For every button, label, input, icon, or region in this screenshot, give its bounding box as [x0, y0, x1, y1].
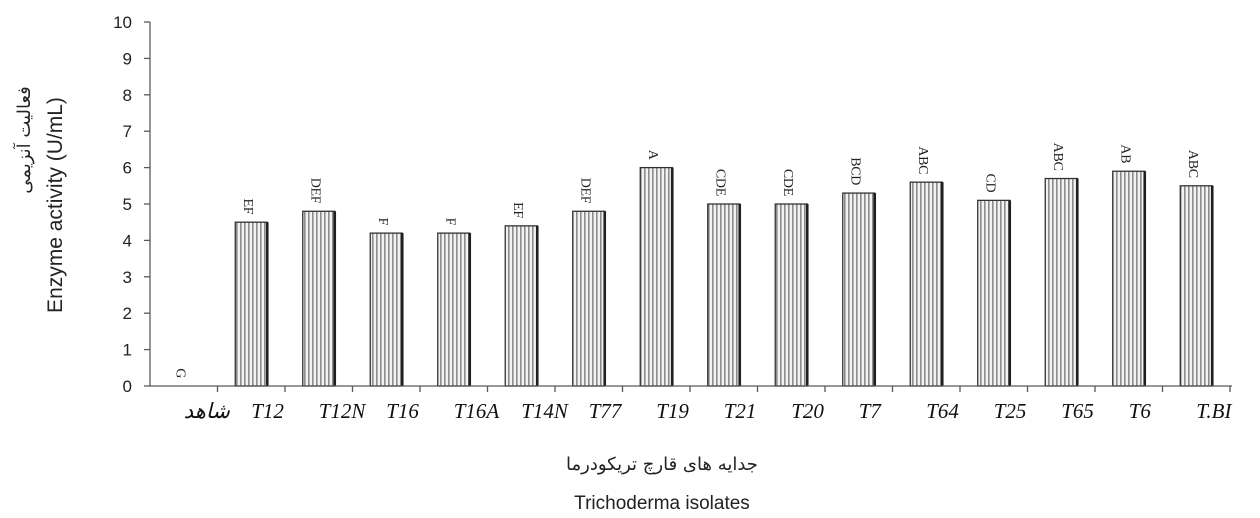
bar	[977, 199, 1012, 387]
x-tick-label: T65	[1061, 399, 1094, 423]
significance-label: AB	[1117, 144, 1132, 163]
significance-label: ABC	[1185, 150, 1200, 178]
y-tick-label: 10	[113, 13, 132, 32]
x-tick-label: T12N	[319, 399, 367, 423]
significance-label: EF	[240, 198, 255, 214]
bar	[504, 225, 539, 387]
x-tick-label: T16	[386, 399, 419, 423]
x-tick-label: T64	[926, 399, 959, 423]
bar-body	[707, 203, 741, 387]
x-tick-labels: شاهد T12 T12N T16 T16A T14N T77 T19 T21 T20 T7 T64 T…	[184, 399, 1233, 423]
y-axis-ticks: 0 1 2 3 4 5 6 7 8 9 10	[113, 13, 150, 396]
bar	[437, 232, 472, 387]
bar-body	[437, 232, 471, 387]
bar	[774, 203, 809, 387]
bar-body	[234, 221, 268, 387]
x-tick-label: T77	[589, 399, 623, 423]
x-tick-label: T12	[251, 399, 284, 423]
bar-body	[302, 210, 336, 387]
significance-label: G	[172, 368, 187, 378]
x-tick-label: T6	[1129, 399, 1152, 423]
y-tick-label: 6	[123, 159, 132, 178]
y-tick-label: 8	[123, 86, 132, 105]
bar-body	[977, 199, 1011, 387]
significance-label: CDE	[780, 169, 795, 196]
bar	[707, 203, 742, 387]
bar	[639, 166, 674, 387]
y-tick-label: 1	[123, 341, 132, 360]
significance-label: DEF	[577, 178, 592, 204]
y-tick-label: 7	[123, 122, 132, 141]
x-axis-ticks	[216, 386, 1231, 392]
significance-label: EF	[510, 202, 525, 218]
significance-label: CDE	[712, 169, 727, 196]
x-tick-label: T.BI	[1196, 399, 1232, 423]
significance-label: ABC	[1050, 143, 1065, 171]
bars-group	[234, 166, 1214, 387]
bar-body	[1044, 177, 1078, 387]
significance-label: BCD	[847, 157, 862, 185]
x-tick-label: T25	[994, 399, 1027, 423]
y-tick-label: 2	[123, 304, 132, 323]
x-axis-title-persian: جدایه های قارچ تریکودرما	[566, 454, 758, 476]
significance-label: DEF	[307, 178, 322, 204]
bar-body	[842, 192, 876, 387]
bar-body	[639, 166, 673, 387]
x-tick-label: T16A	[454, 399, 500, 423]
y-tick-label: 3	[123, 268, 132, 287]
bar-body	[369, 232, 403, 387]
significance-label: F	[442, 218, 457, 226]
y-tick-label: 0	[123, 377, 132, 396]
bar-body	[1179, 185, 1213, 387]
x-tick-label: T19	[656, 399, 689, 423]
x-tick-label: T7	[859, 399, 883, 423]
bar-body	[504, 225, 538, 387]
bar-body	[572, 210, 606, 387]
bar	[302, 210, 337, 387]
bar	[234, 221, 269, 387]
y-tick-label: 9	[123, 49, 132, 68]
x-tick-label: T20	[791, 399, 824, 423]
bar	[572, 210, 607, 387]
bar	[369, 232, 404, 387]
significance-labels: G EF DEF F F EF DEF A CDE CDE BCD ABC CD ABC AB ABC	[172, 143, 1200, 379]
y-tick-label: 5	[123, 195, 132, 214]
significance-label: F	[375, 218, 390, 226]
bar-body	[909, 181, 943, 387]
x-tick-label: T21	[724, 399, 757, 423]
significance-label: ABC	[915, 146, 930, 174]
x-tick-label: T14N	[521, 399, 569, 423]
significance-label: CD	[982, 174, 997, 193]
y-tick-label: 4	[123, 231, 132, 250]
bar	[1179, 185, 1214, 387]
bar	[1044, 177, 1079, 387]
bar-body	[1112, 170, 1146, 387]
bar	[842, 192, 877, 387]
y-axis-title-persian: فعالیت آنزیمی	[12, 86, 35, 193]
x-axis-title-english: Trichoderma isolates	[574, 493, 750, 514]
significance-label: A	[645, 150, 660, 161]
bar-body	[774, 203, 808, 387]
bar	[909, 181, 944, 387]
bar	[1112, 170, 1147, 387]
x-tick-label: شاهد	[184, 399, 230, 423]
y-axis-title-english: Enzyme activity (U/mL)	[44, 97, 67, 313]
